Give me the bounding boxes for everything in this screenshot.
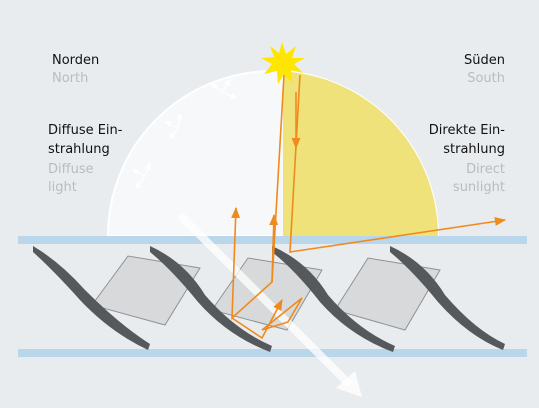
panes [91, 255, 441, 331]
glass-bottom [18, 349, 527, 357]
direct-label: Direkte Ein- [429, 123, 506, 138]
south-label-en: South [467, 71, 505, 86]
direct-zone [283, 71, 438, 236]
diffuse-label: Diffuse Ein- [48, 123, 123, 138]
sun-rays [231, 74, 507, 340]
diffuse-arrows [131, 78, 238, 190]
north-label: Norden [52, 53, 99, 68]
sun [261, 42, 305, 84]
direct-label: strahlung [443, 142, 505, 157]
transmitted-arrowhead [336, 371, 362, 397]
direct-label-en: Direct [466, 162, 505, 177]
direct-label-en: sunlight [453, 180, 505, 195]
diffuse-label-en: light [48, 180, 77, 195]
transmitted-arrow [177, 212, 353, 388]
louvres [33, 246, 505, 352]
diffuse-label: strahlung [48, 142, 110, 157]
diffuse-label-en: Diffuse [48, 162, 94, 177]
north-label-en: North [52, 71, 88, 86]
south-label: Süden [464, 53, 505, 68]
